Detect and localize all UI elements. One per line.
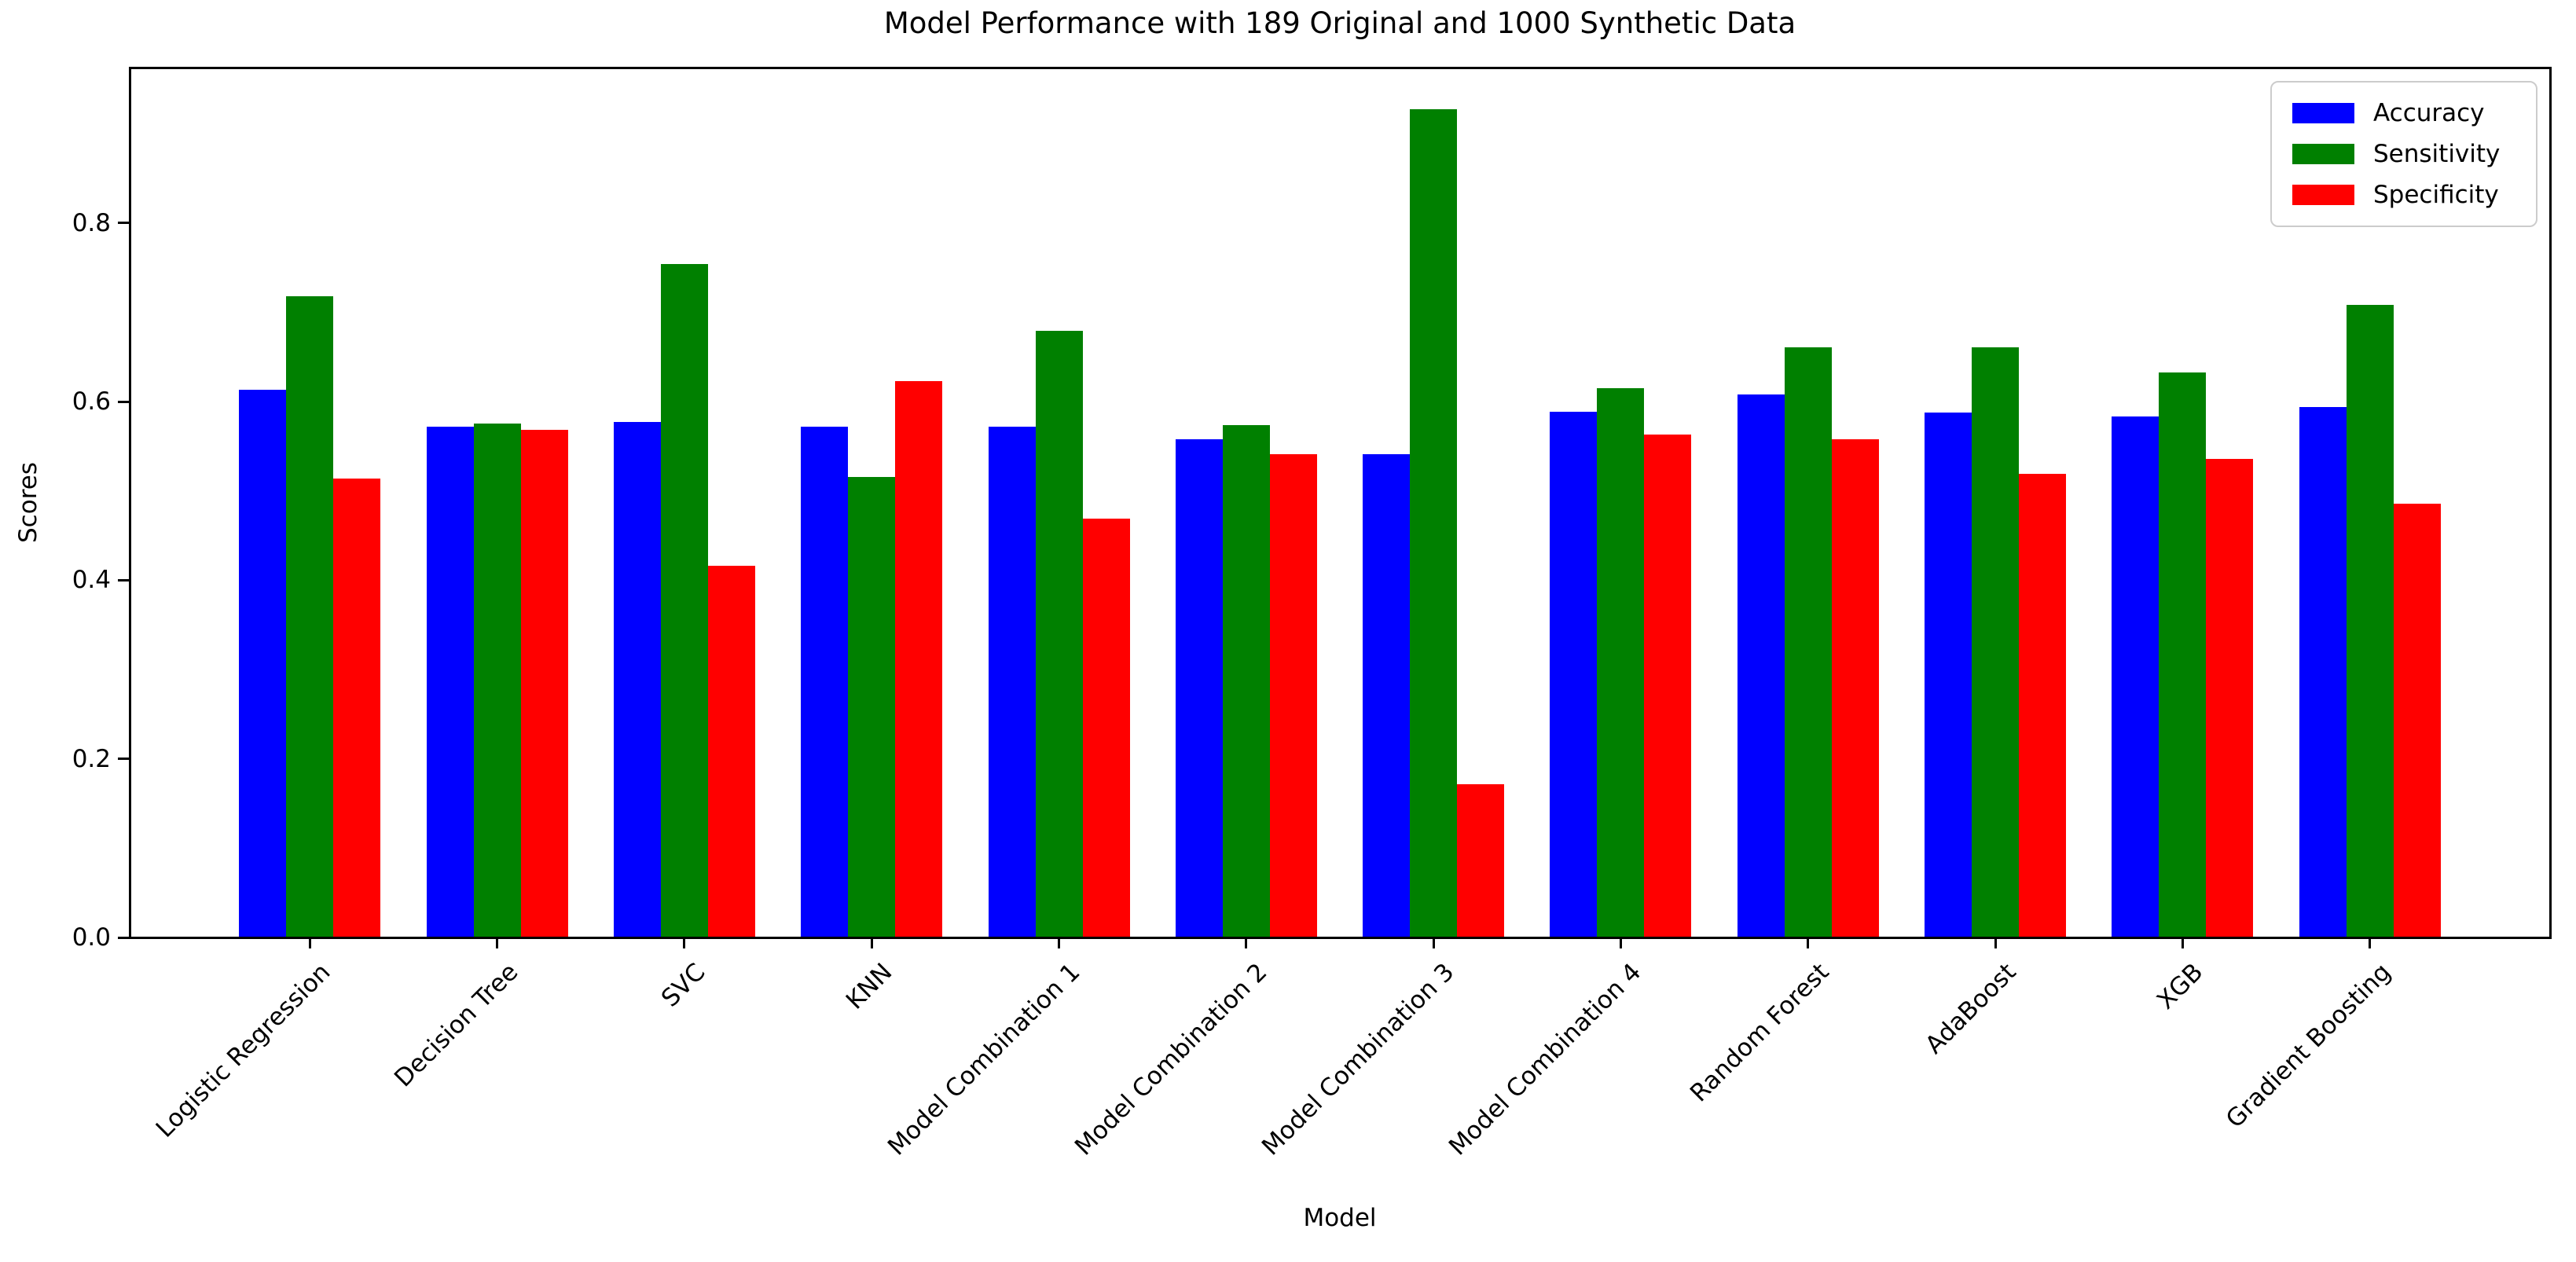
x-tick (683, 938, 686, 948)
bar-specificity-4 (895, 380, 943, 937)
legend-swatch-sensitivity (2292, 144, 2354, 164)
x-tick (2369, 938, 2372, 948)
x-tick (496, 938, 499, 948)
y-tick-label: 0.8 (72, 208, 111, 237)
x-tick-label: Model Combination 1 (882, 958, 1086, 1161)
bar-accuracy-3 (613, 422, 661, 937)
legend-label: Specificity (2373, 181, 2499, 209)
legend-swatch-specificity (2292, 185, 2354, 205)
bar-sensitivity-8 (1597, 388, 1645, 937)
y-tick-label: 0.4 (72, 566, 111, 595)
x-tick-label: Model Combination 3 (1257, 958, 1460, 1161)
bar-sensitivity-12 (2346, 305, 2394, 937)
x-tick (1619, 938, 1622, 948)
bar-sensitivity-2 (473, 424, 521, 937)
x-tick-label: KNN (841, 958, 898, 1015)
x-tick (1807, 938, 1810, 948)
legend: Accuracy Sensitivity Specificity (2270, 81, 2537, 227)
legend-label: Accuracy (2373, 99, 2485, 127)
bar-accuracy-5 (988, 426, 1036, 937)
bar-accuracy-11 (2112, 416, 2160, 937)
y-tick (118, 758, 129, 761)
bar-specificity-7 (1457, 783, 1505, 937)
bar-accuracy-2 (426, 426, 474, 937)
bar-specificity-10 (2019, 474, 2067, 937)
bar-specificity-9 (1831, 438, 1879, 937)
bar-specificity-5 (1082, 518, 1130, 937)
bar-sensitivity-1 (286, 295, 334, 937)
y-tick-label: 0.0 (72, 923, 111, 952)
bar-sensitivity-6 (1222, 424, 1270, 937)
x-tick (1245, 938, 1248, 948)
x-tick-label: Decision Tree (388, 958, 524, 1093)
y-tick (118, 936, 129, 939)
x-tick-label: XGB (2152, 958, 2209, 1015)
x-tick-label: AdaBoost (1920, 958, 2022, 1060)
x-tick-label: Gradient Boosting (2220, 958, 2397, 1134)
bar-sensitivity-3 (660, 264, 708, 937)
bar-specificity-3 (707, 566, 755, 937)
bar-specificity-2 (520, 430, 568, 937)
bar-sensitivity-9 (1784, 347, 1832, 937)
bar-accuracy-10 (1925, 412, 1972, 937)
y-tick-label: 0.2 (72, 744, 111, 773)
chart-title: Model Performance with 189 Original and … (883, 6, 1796, 40)
legend-swatch-accuracy (2292, 103, 2354, 123)
bar-specificity-8 (1644, 435, 1692, 937)
plot-area (128, 66, 2552, 939)
legend-item-accuracy: Accuracy (2292, 99, 2515, 127)
x-tick-label: Model Combination 2 (1069, 958, 1273, 1161)
bar-accuracy-12 (2299, 406, 2347, 937)
x-tick-label: SVC (655, 958, 711, 1013)
bar-accuracy-9 (1737, 394, 1785, 937)
bar-accuracy-8 (1550, 411, 1598, 937)
bar-specificity-12 (2393, 503, 2441, 937)
x-tick (1432, 938, 1435, 948)
x-tick-label: Random Forest (1684, 958, 1835, 1108)
bar-accuracy-4 (801, 426, 849, 937)
bar-accuracy-7 (1363, 454, 1411, 937)
legend-item-specificity: Specificity (2292, 181, 2515, 209)
y-tick-label: 0.6 (72, 387, 111, 416)
bar-sensitivity-11 (2159, 372, 2207, 937)
bar-sensitivity-7 (1410, 109, 1458, 937)
bar-accuracy-1 (239, 390, 287, 937)
bar-sensitivity-5 (1035, 331, 1083, 937)
legend-label: Sensitivity (2373, 140, 2501, 168)
x-tick (2181, 938, 2184, 948)
bar-specificity-11 (2206, 458, 2254, 937)
bar-accuracy-6 (1175, 438, 1223, 937)
x-axis-label: Model (1303, 1204, 1377, 1232)
y-tick (118, 400, 129, 403)
x-tick (1058, 938, 1061, 948)
y-axis-label: Scores (14, 462, 42, 543)
x-tick (1994, 938, 1997, 948)
bar-sensitivity-10 (1972, 347, 2020, 937)
x-tick (870, 938, 873, 948)
bar-specificity-6 (1269, 454, 1317, 937)
x-tick-label: Model Combination 4 (1444, 958, 1647, 1161)
x-tick-label: Logistic Regression (151, 958, 336, 1143)
x-tick (308, 938, 311, 948)
bar-sensitivity-4 (848, 476, 896, 937)
y-tick (118, 578, 129, 581)
legend-item-sensitivity: Sensitivity (2292, 140, 2515, 168)
bar-specificity-1 (333, 478, 381, 937)
y-tick (118, 222, 129, 225)
